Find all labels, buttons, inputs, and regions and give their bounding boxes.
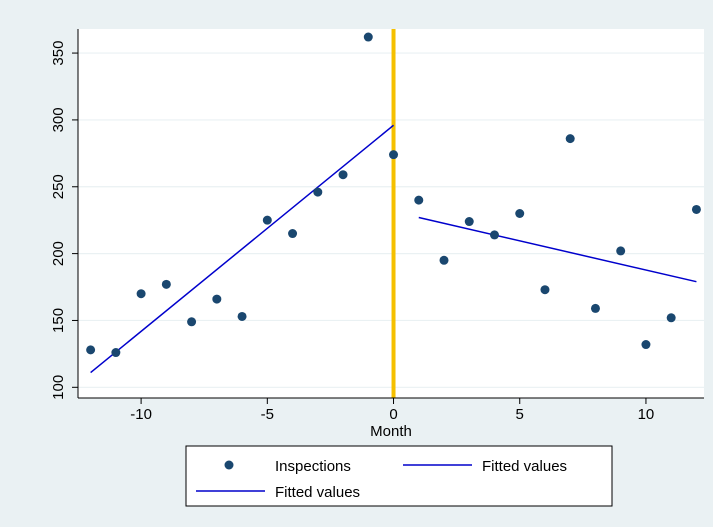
inspection-point bbox=[414, 195, 424, 205]
y-tick-label: 200 bbox=[50, 241, 67, 266]
inspection-point bbox=[237, 311, 247, 321]
x-tick-label: -5 bbox=[261, 406, 274, 423]
plot-area bbox=[78, 29, 704, 398]
inspection-point bbox=[338, 170, 348, 180]
y-tick-label: 250 bbox=[50, 174, 67, 199]
legend-box bbox=[185, 445, 613, 507]
y-tick-label: 150 bbox=[50, 308, 67, 333]
legend-label-fitted-2: Fitted values bbox=[275, 484, 360, 501]
inspection-point bbox=[288, 229, 298, 239]
inspection-point bbox=[212, 294, 222, 304]
grid-lines bbox=[78, 52, 704, 388]
inspection-point bbox=[161, 279, 171, 289]
legend-label-inspections: Inspections bbox=[275, 458, 351, 475]
inspection-point bbox=[540, 285, 550, 295]
inspection-point bbox=[515, 209, 525, 218]
inspection-point bbox=[565, 134, 575, 144]
x-tick-label: 5 bbox=[516, 406, 524, 423]
inspection-point bbox=[111, 348, 121, 358]
x-tick-label: -10 bbox=[130, 406, 152, 423]
inspection-points bbox=[86, 32, 701, 358]
x-tick-label: 10 bbox=[638, 406, 655, 423]
inspection-point bbox=[666, 313, 676, 323]
inspection-point bbox=[691, 204, 701, 214]
inspection-point bbox=[616, 246, 626, 256]
legend-label-fitted-1: Fitted values bbox=[482, 458, 567, 475]
x-tick-label: 0 bbox=[389, 406, 397, 423]
x-axis-label: Month bbox=[370, 423, 412, 440]
y-tick-label: 350 bbox=[50, 41, 67, 66]
inspection-point bbox=[187, 317, 197, 327]
legend: Inspections Fitted values Fitted values bbox=[185, 445, 613, 507]
legend-marker-inspections bbox=[224, 460, 234, 470]
inspection-point bbox=[439, 255, 449, 265]
inspection-point bbox=[641, 340, 651, 350]
inspection-point bbox=[489, 230, 499, 240]
inspection-point bbox=[136, 289, 146, 299]
inspection-point bbox=[313, 187, 323, 197]
inspection-point bbox=[590, 303, 600, 313]
inspection-point bbox=[389, 150, 399, 160]
inspection-point bbox=[262, 215, 272, 225]
y-axis-ticks: 100 150 200 250 300 350 bbox=[50, 41, 78, 400]
y-tick-label: 100 bbox=[50, 375, 67, 400]
fitted-line-2 bbox=[418, 216, 697, 283]
x-axis-ticks: -10 -5 0 5 10 bbox=[130, 398, 654, 423]
inspection-point bbox=[86, 345, 96, 355]
fitted-lines bbox=[90, 124, 697, 374]
inspection-point bbox=[464, 217, 474, 227]
y-tick-label: 300 bbox=[50, 107, 67, 132]
fitted-line-1 bbox=[90, 124, 394, 374]
inspection-point bbox=[363, 32, 373, 42]
